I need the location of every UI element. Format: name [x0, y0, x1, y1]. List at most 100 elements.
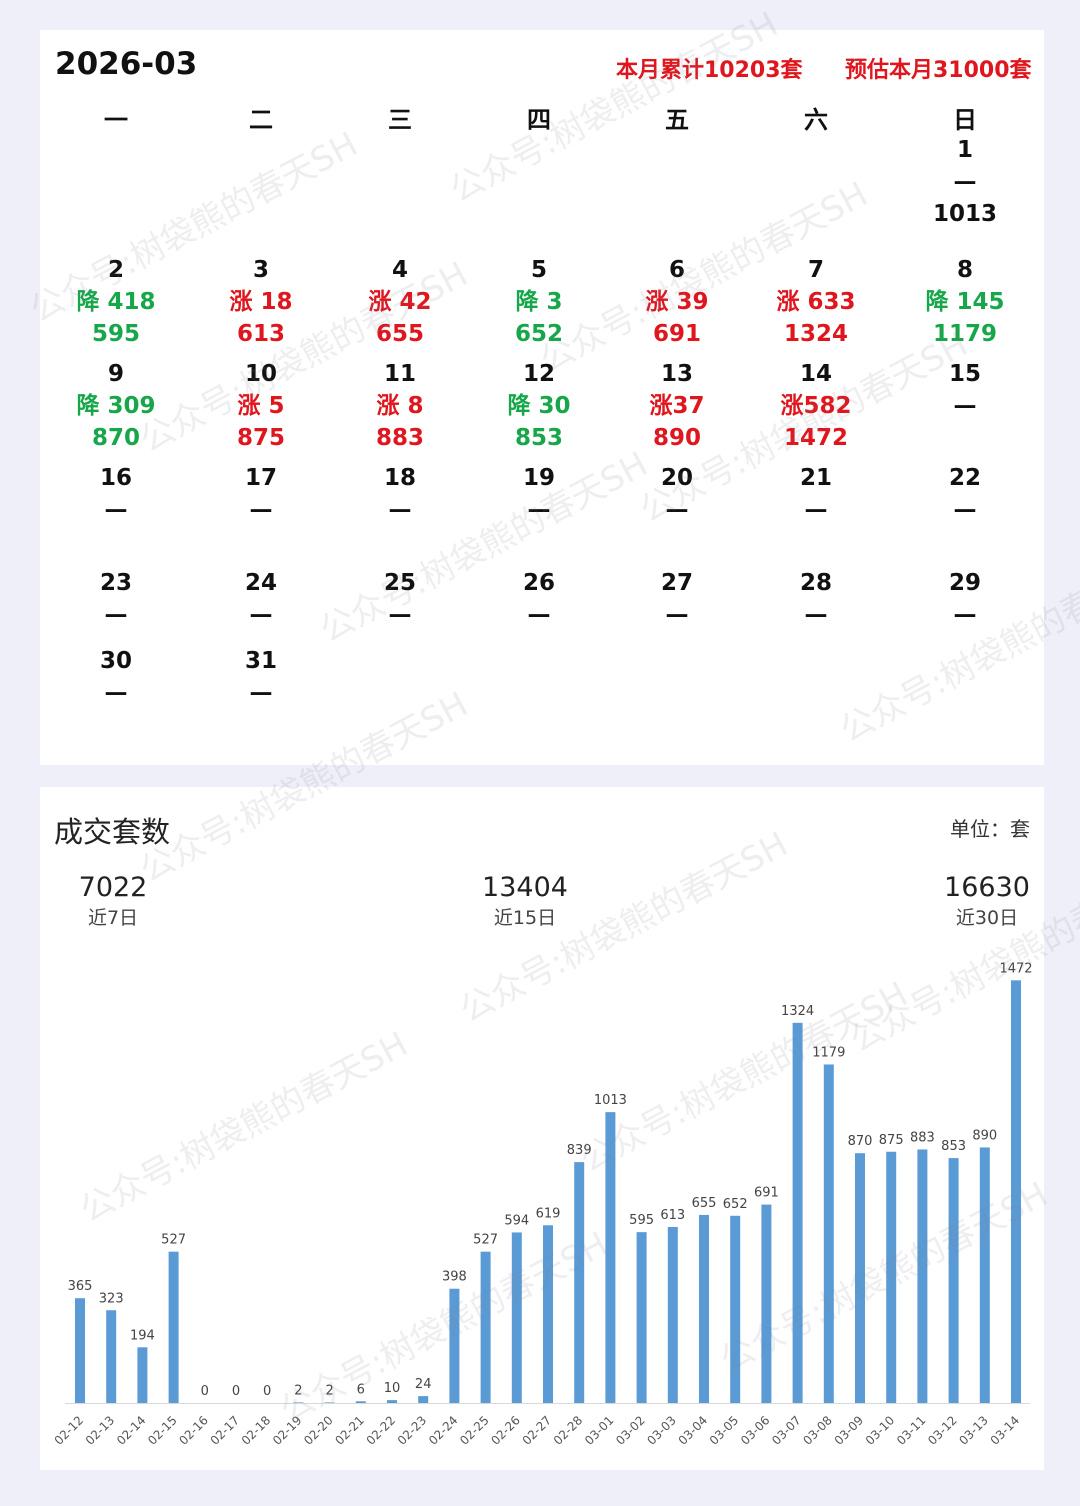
day-number: 13	[660, 361, 693, 387]
weekday-label: 六	[804, 106, 828, 134]
deals-bar-chart: 365 02-12 323 02-13 194 02-14 527 02-15 0 02-16 0 0…	[52, 961, 1033, 1448]
x-tick-label: 03-14	[988, 1413, 1023, 1448]
day-number: 30	[99, 648, 132, 674]
day-count: 1472	[783, 425, 848, 451]
calendar-day-cell: 14 涨582 1472	[756, 358, 876, 454]
x-tick-label: 03-06	[738, 1413, 773, 1448]
day-number: 1	[956, 137, 973, 163]
bar-value-label: 2	[325, 1383, 333, 1398]
x-tick-label: 02-20	[301, 1413, 336, 1448]
x-tick-label: 03-08	[800, 1413, 835, 1448]
calendar-day-cell: 2 降 418 595	[56, 254, 176, 350]
no-data-dash: —	[953, 169, 977, 195]
bar-value-label: 691	[754, 1186, 779, 1201]
calendar-day-cell: 31 —	[201, 645, 321, 709]
stat-30-days: 16630 近30日	[942, 871, 1032, 931]
x-tick-label: 02-19	[270, 1413, 305, 1448]
day-number: 26	[522, 570, 555, 596]
bar-value-label: 1324	[781, 1004, 814, 1019]
x-tick-label: 03-04	[676, 1413, 711, 1448]
bar-03-10	[886, 1151, 897, 1403]
bar-value-label: 619	[536, 1206, 561, 1221]
day-change: 降 145	[925, 289, 1005, 315]
bar-03-08	[823, 1064, 834, 1403]
stat-7-days-value: 7022	[78, 872, 148, 903]
calendar-month-title: 2026-03	[55, 46, 198, 82]
bar-value-label: 0	[201, 1384, 209, 1399]
calendar-day-cell: 24 —	[201, 567, 321, 631]
day-number: 23	[99, 570, 132, 596]
day-count: 890	[652, 425, 701, 451]
x-tick-label: 02-25	[457, 1413, 492, 1448]
bar-value-label: 0	[263, 1384, 271, 1399]
bar-value-label: 1013	[594, 1093, 627, 1108]
bar-value-label: 24	[415, 1377, 432, 1392]
bar-value-label: 890	[972, 1128, 997, 1143]
bar-03-05	[730, 1215, 741, 1403]
stat-30-days-label: 近30日	[955, 907, 1019, 929]
x-tick-label: 02-18	[239, 1413, 274, 1448]
day-number: 19	[522, 465, 555, 491]
bar-value-label: 875	[879, 1133, 904, 1148]
no-data-dash: —	[388, 497, 412, 523]
bar-value-label: 1472	[999, 961, 1032, 976]
day-change: 降 30	[507, 393, 571, 419]
bar-02-19	[293, 1402, 304, 1403]
bar-03-04	[699, 1214, 709, 1403]
bar-02-14	[137, 1347, 148, 1403]
x-tick-label: 02-21	[332, 1413, 367, 1448]
bar-03-02	[636, 1232, 647, 1403]
day-count: 1179	[932, 321, 997, 347]
calendar-day-cell: 27 —	[617, 567, 737, 631]
no-data-dash: —	[104, 680, 128, 706]
bar-value-label: 652	[723, 1197, 748, 1212]
day-count: 655	[375, 321, 424, 347]
day-number: 28	[799, 570, 832, 596]
stat-30-days-value: 16630	[944, 872, 1030, 903]
bar-value-label: 0	[232, 1384, 240, 1399]
no-data-dash: —	[804, 497, 828, 523]
day-number: 3	[252, 257, 269, 283]
chart-title: 成交套数	[54, 815, 171, 849]
no-data-dash: —	[953, 393, 977, 419]
weekday-label: 五	[665, 106, 689, 134]
day-change: 涨 633	[776, 289, 856, 315]
day-number: 31	[244, 648, 277, 674]
stat-15-days-value: 13404	[482, 872, 568, 903]
calendar-day-cell: 28 —	[756, 567, 876, 631]
day-number: 15	[948, 361, 981, 387]
day-change: 降 309	[76, 393, 156, 419]
no-data-dash: —	[249, 602, 273, 628]
bar-02-20	[324, 1402, 335, 1403]
day-change: 降 418	[76, 289, 156, 315]
x-tick-label: 03-07	[769, 1413, 804, 1448]
stat-15-days: 13404 近15日	[480, 871, 570, 931]
day-number: 22	[948, 465, 981, 491]
day-change: 涨 8	[376, 393, 424, 419]
day-number: 27	[660, 570, 693, 596]
weekday-label: 日	[953, 106, 977, 134]
day-change: 涨 18	[229, 289, 293, 315]
bar-03-09	[855, 1153, 865, 1403]
x-tick-label: 02-17	[208, 1413, 243, 1448]
bar-value-label: 839	[567, 1143, 592, 1158]
x-tick-label: 03-09	[832, 1413, 867, 1448]
calendar-day-cell: 18 —	[340, 462, 460, 526]
bar-03-11	[917, 1149, 928, 1403]
day-number: 14	[799, 361, 832, 387]
bar-02-13	[106, 1310, 117, 1403]
bar-value-label: 527	[161, 1233, 186, 1248]
calendar-day-cell: 17 —	[201, 462, 321, 526]
calendar-day-cell: 13 涨37 890	[617, 358, 737, 454]
calendar-day-cell: 12 降 30 853	[479, 358, 599, 454]
bar-02-27	[543, 1225, 553, 1403]
bar-03-06	[761, 1204, 772, 1403]
x-tick-label: 03-05	[707, 1413, 742, 1448]
bar-value-label: 613	[660, 1208, 685, 1223]
day-number: 20	[660, 465, 693, 491]
day-number: 12	[522, 361, 555, 387]
x-tick-label: 02-26	[488, 1413, 523, 1448]
deals-chart-card: 成交套数 单位：套 7022 近7日 13404 近15日 16630 近30日…	[40, 787, 1044, 1470]
weekday-label: 四	[527, 106, 551, 134]
bar-02-22	[387, 1400, 397, 1403]
